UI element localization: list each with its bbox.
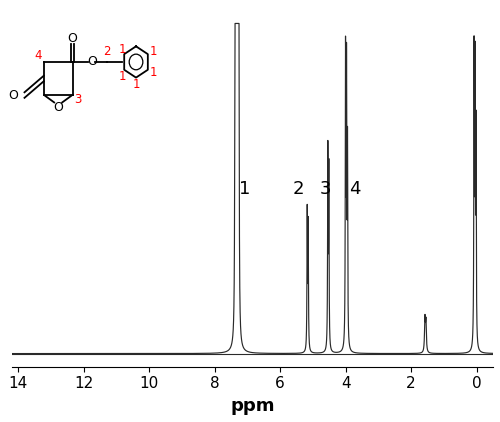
Text: 3: 3 bbox=[320, 179, 331, 197]
Text: 1: 1 bbox=[239, 179, 250, 197]
Text: 4: 4 bbox=[349, 179, 360, 197]
X-axis label: ppm: ppm bbox=[230, 397, 274, 415]
Text: 2: 2 bbox=[293, 179, 304, 197]
